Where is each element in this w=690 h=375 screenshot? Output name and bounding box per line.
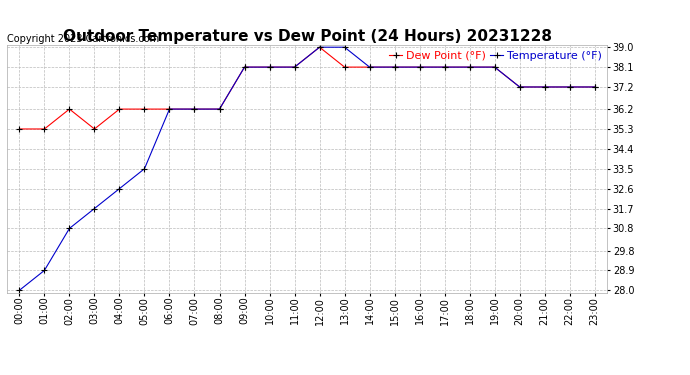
Temperature (°F) [215, 107, 224, 111]
Dew Point (°F) [340, 65, 348, 69]
Temperature (°F) [190, 107, 199, 111]
Temperature (°F) [266, 65, 274, 69]
Dew Point (°F) [190, 107, 199, 111]
Temperature (°F) [290, 65, 299, 69]
Temperature (°F) [491, 65, 499, 69]
Dew Point (°F) [540, 85, 549, 89]
Temperature (°F) [90, 206, 99, 211]
Title: Outdoor Temperature vs Dew Point (24 Hours) 20231228: Outdoor Temperature vs Dew Point (24 Hou… [63, 29, 551, 44]
Dew Point (°F) [290, 65, 299, 69]
Temperature (°F) [66, 226, 74, 231]
Temperature (°F) [115, 186, 124, 191]
Dew Point (°F) [15, 127, 23, 131]
Temperature (°F) [591, 85, 599, 89]
Temperature (°F) [140, 166, 148, 171]
Dew Point (°F) [115, 107, 124, 111]
Line: Temperature (°F): Temperature (°F) [17, 44, 598, 293]
Dew Point (°F) [240, 65, 248, 69]
Dew Point (°F) [366, 65, 374, 69]
Dew Point (°F) [40, 127, 48, 131]
Dew Point (°F) [415, 65, 424, 69]
Dew Point (°F) [491, 65, 499, 69]
Temperature (°F) [315, 45, 324, 50]
Dew Point (°F) [266, 65, 274, 69]
Dew Point (°F) [591, 85, 599, 89]
Dew Point (°F) [466, 65, 474, 69]
Temperature (°F) [240, 65, 248, 69]
Temperature (°F) [415, 65, 424, 69]
Legend: Dew Point (°F), Temperature (°F): Dew Point (°F), Temperature (°F) [389, 51, 602, 60]
Temperature (°F) [15, 288, 23, 292]
Temperature (°F) [340, 45, 348, 50]
Dew Point (°F) [391, 65, 399, 69]
Dew Point (°F) [140, 107, 148, 111]
Temperature (°F) [466, 65, 474, 69]
Temperature (°F) [366, 65, 374, 69]
Temperature (°F) [566, 85, 574, 89]
Temperature (°F) [440, 65, 449, 69]
Temperature (°F) [515, 85, 524, 89]
Dew Point (°F) [566, 85, 574, 89]
Dew Point (°F) [66, 107, 74, 111]
Dew Point (°F) [440, 65, 449, 69]
Dew Point (°F) [90, 127, 99, 131]
Line: Dew Point (°F): Dew Point (°F) [17, 44, 598, 132]
Text: Copyright 2023 Cartronics.com: Copyright 2023 Cartronics.com [7, 34, 159, 44]
Dew Point (°F) [166, 107, 174, 111]
Dew Point (°F) [515, 85, 524, 89]
Temperature (°F) [166, 107, 174, 111]
Dew Point (°F) [215, 107, 224, 111]
Temperature (°F) [540, 85, 549, 89]
Dew Point (°F) [315, 45, 324, 50]
Temperature (°F) [391, 65, 399, 69]
Temperature (°F) [40, 268, 48, 273]
